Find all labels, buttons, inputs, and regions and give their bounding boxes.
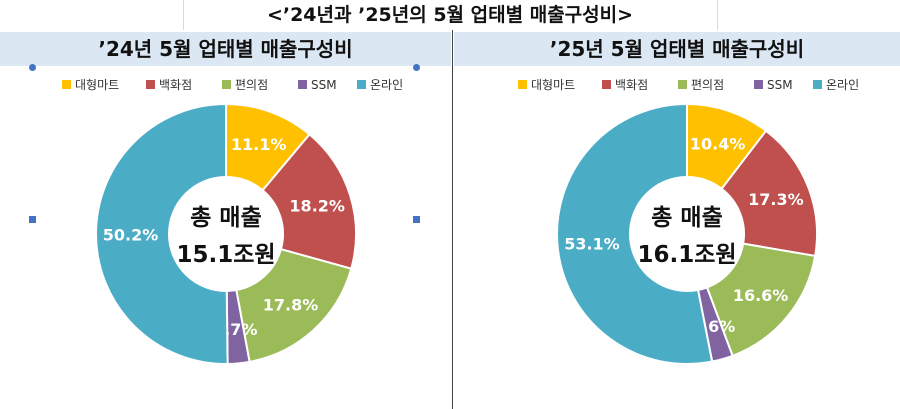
legend-swatch: [602, 80, 611, 89]
legend-label: 백화점: [615, 78, 648, 92]
legend-label: 편의점: [691, 78, 724, 92]
data-label-convenience-store: 17.8%: [263, 295, 319, 314]
donut-slice-department-store: [261, 132, 357, 270]
chart-title-2025: ’25년 5월 업태별 매출구성비: [454, 32, 900, 66]
legend-swatch: [813, 80, 822, 89]
legend-item-hypermarket: 대형마트: [518, 78, 575, 92]
legend-item-convenience-store: 편의점: [678, 78, 724, 92]
legend-item-online: 온라인: [813, 78, 859, 92]
legend-label: 백화점: [159, 78, 192, 92]
donut-slice-online: [95, 102, 229, 365]
legend-swatch: [518, 80, 527, 89]
page-title: <’24년과 ’25년의 5월 업태별 매출구성비>: [266, 4, 634, 26]
legend-item-hypermarket: 대형마트: [62, 78, 119, 92]
legend-item-ssm: SSM: [298, 78, 337, 92]
legend-swatch: [62, 80, 71, 89]
selection-handle: [29, 64, 36, 71]
selection-handle: [29, 216, 36, 223]
center-label-total: 15.1조원: [176, 242, 275, 268]
center-label-title: 총 매출: [190, 205, 262, 231]
panel-divider: [452, 30, 453, 409]
legend-swatch: [222, 80, 231, 89]
data-label-department-store: 18.2%: [289, 197, 345, 216]
legend-label: SSM: [311, 78, 337, 92]
selection-handle: [413, 216, 420, 223]
legend-label: SSM: [767, 78, 793, 92]
legend-swatch: [146, 80, 155, 89]
data-label-online: 50.2%: [103, 226, 159, 245]
title-border-right: [717, 0, 718, 30]
selection-handle: [413, 64, 420, 71]
center-label-title: 총 매출: [651, 205, 723, 231]
legend-swatch: [754, 80, 763, 89]
title-border-left: [183, 0, 184, 30]
legend-item-online: 온라인: [357, 78, 403, 92]
legend-swatch: [298, 80, 307, 89]
donut-slice-department-store: [720, 129, 818, 258]
data-label-department-store: 17.3%: [748, 190, 804, 209]
data-label-hypermarket: 11.1%: [231, 135, 287, 154]
donut-slice-convenience-store: [235, 247, 353, 364]
legend-item-ssm: SSM: [754, 78, 793, 92]
legend-label: 온라인: [370, 78, 403, 92]
legend-swatch: [678, 80, 687, 89]
center-label-total: 16.1조원: [637, 242, 736, 268]
legend-label: 대형마트: [531, 78, 575, 92]
legend-label: 온라인: [826, 78, 859, 92]
chart-title-2024: ’24년 5월 업태별 매출구성비: [0, 32, 451, 66]
data-label-online: 53.1%: [564, 234, 620, 253]
legend-item-department-store: 백화점: [602, 78, 648, 92]
donut-slice-online: [556, 102, 714, 365]
legend-label: 대형마트: [75, 78, 119, 92]
donut-slice-convenience-store: [705, 242, 817, 358]
legend-label: 편의점: [235, 78, 268, 92]
data-label-hypermarket: 10.4%: [690, 135, 746, 154]
legend-swatch: [357, 80, 366, 89]
legend-item-department-store: 백화점: [146, 78, 192, 92]
legend-item-convenience-store: 편의점: [222, 78, 268, 92]
data-label-convenience-store: 16.6%: [733, 286, 789, 305]
